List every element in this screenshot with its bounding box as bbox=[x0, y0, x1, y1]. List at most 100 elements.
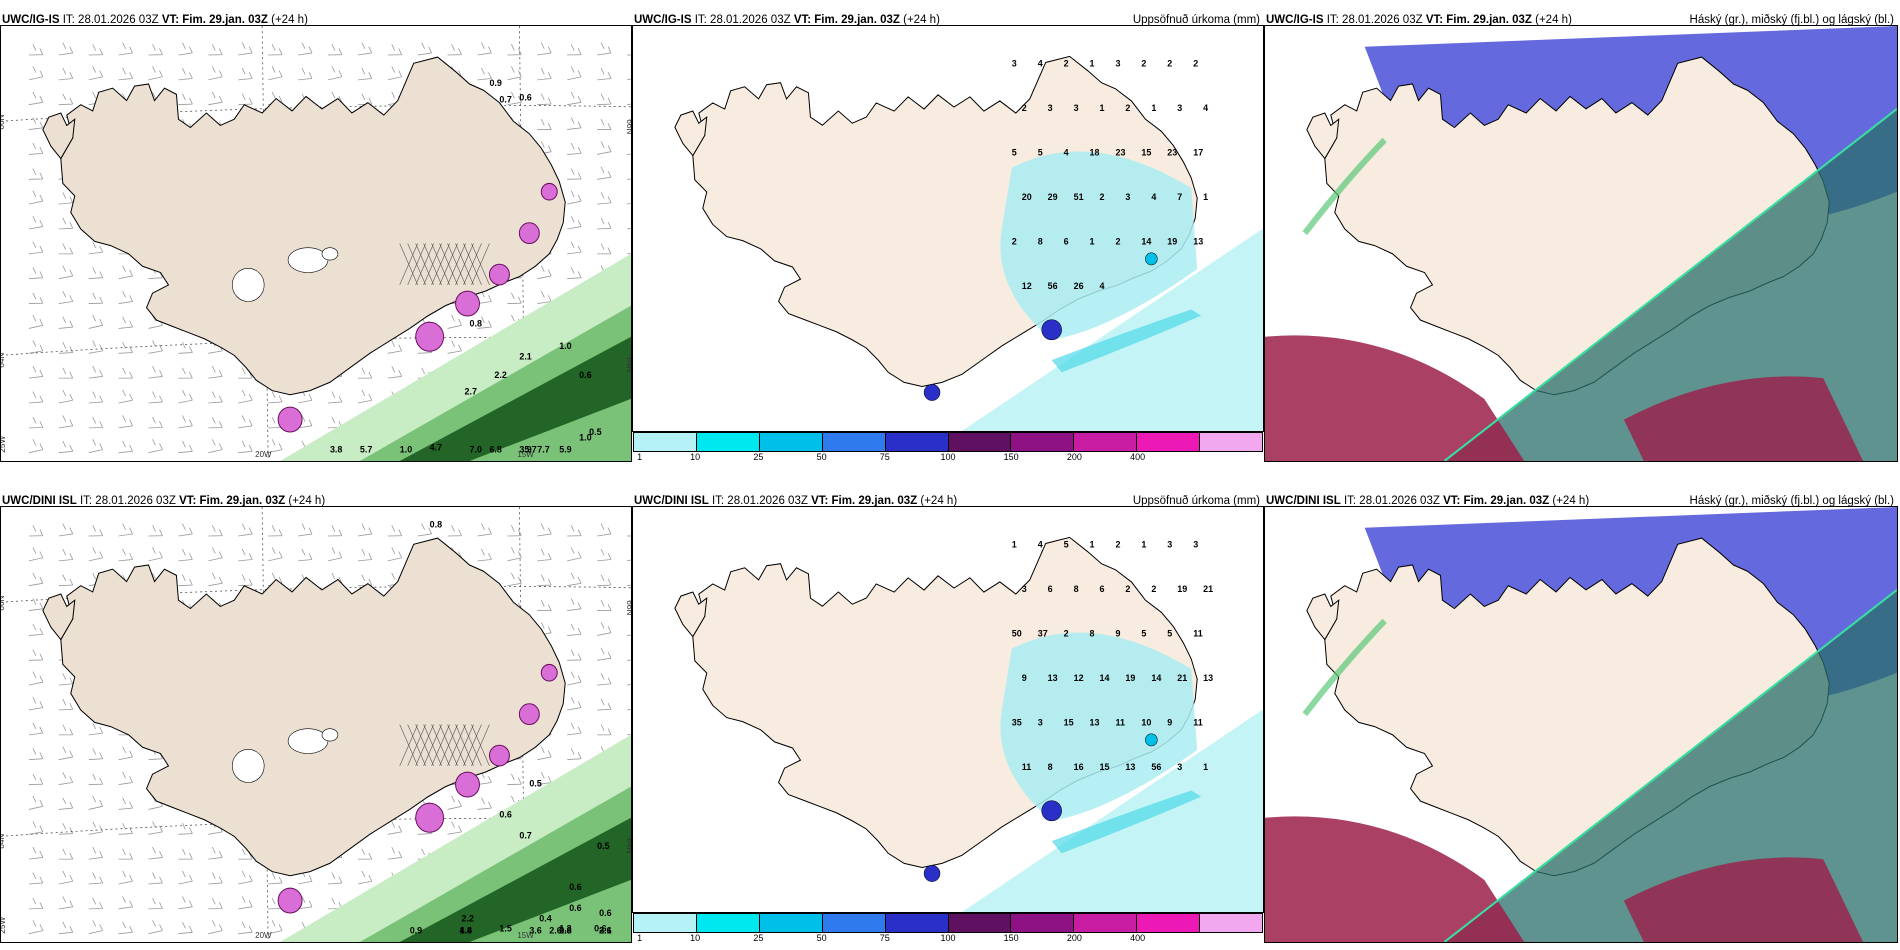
axis-label: 66N bbox=[1, 114, 6, 129]
precip-value-label: 1 bbox=[1203, 762, 1208, 772]
wind-value-label: 0.6 bbox=[569, 882, 581, 892]
precip-value-label: 56 bbox=[1151, 762, 1161, 772]
panel-wind-dini: UWC/DINI ISL IT: 28.01.2026 03Z VT: Fim.… bbox=[0, 491, 632, 943]
vt-label: VT: bbox=[811, 495, 829, 507]
westfjords bbox=[1306, 593, 1340, 641]
wind-value-label: 5.7 bbox=[360, 445, 372, 455]
precip-value-label: 26 bbox=[1074, 281, 1084, 291]
precip-value-label: 21 bbox=[1203, 584, 1213, 594]
colorbar-tick-label: 200 bbox=[1066, 933, 1082, 943]
precip-value-label: 3 bbox=[1177, 762, 1182, 772]
precip-value-label: 5 bbox=[1141, 629, 1146, 639]
precip-land bbox=[1000, 151, 1198, 340]
precip-value-label: 10 bbox=[1141, 718, 1151, 728]
hatch-areas bbox=[399, 243, 490, 286]
precip-value-label: 56 bbox=[1048, 281, 1058, 291]
wind-value-label: 0.6 bbox=[594, 923, 606, 933]
model-name: UWC/IG-IS bbox=[2, 14, 60, 26]
colorbar-tick-label: 10 bbox=[690, 452, 701, 462]
high-cloud-teal bbox=[1444, 589, 1897, 942]
precip-value-label: 2 bbox=[1012, 237, 1017, 247]
precip-value-label: 11 bbox=[1115, 718, 1124, 728]
colorbar-cell bbox=[885, 914, 949, 932]
it-value: 28.01.2026 03Z bbox=[78, 14, 159, 26]
panel-precip-dini: UWC/DINI ISL IT: 28.01.2026 03Z VT: Fim.… bbox=[632, 491, 1264, 943]
precip-value-label: 37 bbox=[1038, 629, 1048, 639]
precip-value-label: 8 bbox=[1074, 584, 1079, 594]
vt-value: Fim. 29.jan. 03Z bbox=[1446, 14, 1532, 26]
vt-label: VT: bbox=[793, 14, 812, 26]
colorbar-tick-label: 25 bbox=[753, 452, 764, 462]
precip-band bbox=[1051, 790, 1202, 854]
wind-value-label: 0.7 bbox=[499, 94, 511, 104]
precip-value-label: 4 bbox=[1064, 148, 1069, 158]
precip-value-label: 5 bbox=[1064, 539, 1069, 549]
axis-label: 15W bbox=[517, 931, 534, 940]
precip-value-label: 3 bbox=[1177, 103, 1182, 113]
colorbar-tick-label: 100 bbox=[940, 933, 956, 943]
precip-value-label: 19 bbox=[1177, 584, 1187, 594]
panel-cloud-dini: UWC/DINI ISL IT: 28.01.2026 03Z VT: Fim.… bbox=[1264, 491, 1898, 943]
westfjords bbox=[1306, 112, 1340, 160]
iceland-land bbox=[692, 55, 1198, 387]
precip-value-label: 2 bbox=[1151, 584, 1156, 594]
wind-value-label: 0.5 bbox=[529, 778, 541, 788]
it-value: 28.01.2026 03Z bbox=[727, 495, 808, 507]
map-area bbox=[1264, 25, 1898, 462]
colorbar-cells bbox=[633, 432, 1263, 452]
precip-value-label: 4 bbox=[1203, 103, 1208, 113]
colorbar-cell bbox=[822, 914, 886, 932]
precip-value-label: 12 bbox=[1022, 281, 1032, 291]
wind-value-label: 1.5 bbox=[499, 923, 511, 933]
colorbar-tick-label: 150 bbox=[1003, 933, 1019, 943]
panel-right-title: Háský (gr.), miðský (fj.bl.) og lágský (… bbox=[1689, 495, 1894, 507]
axis-label: 64N bbox=[1, 833, 6, 848]
model-name: UWC/DINI ISL bbox=[1266, 495, 1341, 507]
precip-value-label: 2 bbox=[1100, 192, 1105, 202]
colorbar-cell bbox=[634, 914, 697, 932]
precip-value-label: 3 bbox=[1125, 192, 1130, 202]
lead-time: (+24 h) bbox=[271, 14, 308, 26]
wind-value-label: 2.6 bbox=[599, 926, 611, 936]
colorbar-tick-label: 75 bbox=[879, 933, 890, 943]
mid-cloud-red bbox=[1265, 816, 1525, 942]
precip-value-label: 3 bbox=[1115, 58, 1120, 68]
vt-value: Fim. 29.jan. 03Z bbox=[831, 495, 918, 507]
precip-value-label: 29 bbox=[1048, 192, 1058, 202]
precip-value-label: 3 bbox=[1048, 103, 1053, 113]
model-name: UWC/IG-IS bbox=[1266, 14, 1324, 26]
colorbar-cell bbox=[759, 914, 823, 932]
panel-header: UWC/IG-IS IT: 28.01.2026 03Z VT: Fim. 29… bbox=[632, 10, 1264, 30]
precip-band bbox=[1051, 309, 1202, 373]
colorbar-cell bbox=[948, 433, 1012, 451]
mid-cloud-red bbox=[1623, 376, 1864, 461]
axis-label: 66N bbox=[1, 595, 6, 610]
precip-value-label: 8 bbox=[1048, 762, 1053, 772]
wind-value-label: 2.6 bbox=[549, 926, 561, 936]
precip-value-label: 2 bbox=[1022, 103, 1027, 113]
wind-value-label: 2.2 bbox=[494, 370, 506, 380]
precip-value-label: 4 bbox=[1151, 192, 1156, 202]
axis-label: 15W bbox=[517, 450, 534, 459]
glacier bbox=[321, 247, 339, 261]
panel-header: UWC/DINI ISL IT: 28.01.2026 03Z VT: Fim.… bbox=[0, 491, 632, 511]
wind-value-label: 3.8 bbox=[330, 445, 342, 455]
colorbar: 1 10 25 50 75 100 150 200 400 bbox=[632, 432, 1264, 462]
axis-label: 25W bbox=[1, 916, 7, 933]
wind-value-label: 2.7 bbox=[465, 387, 477, 397]
wind-value-label: 0.6 bbox=[599, 908, 611, 918]
precip-value-label: 11 bbox=[1022, 762, 1031, 772]
precip-max bbox=[1041, 319, 1062, 341]
wind-value-label: 0.8 bbox=[470, 318, 482, 328]
glacier bbox=[287, 728, 329, 754]
precip-value-label: 1 bbox=[1090, 539, 1095, 549]
gust-blob bbox=[455, 771, 480, 798]
vt-label: VT: bbox=[1443, 495, 1461, 507]
colorbar-tick-label: 1 bbox=[637, 452, 643, 462]
precip-value-label: 13 bbox=[1203, 673, 1213, 683]
vt-label: VT: bbox=[1425, 14, 1444, 26]
precip-value-label: 35 bbox=[1012, 718, 1022, 728]
colorbar-tick-label: 400 bbox=[1130, 452, 1146, 462]
